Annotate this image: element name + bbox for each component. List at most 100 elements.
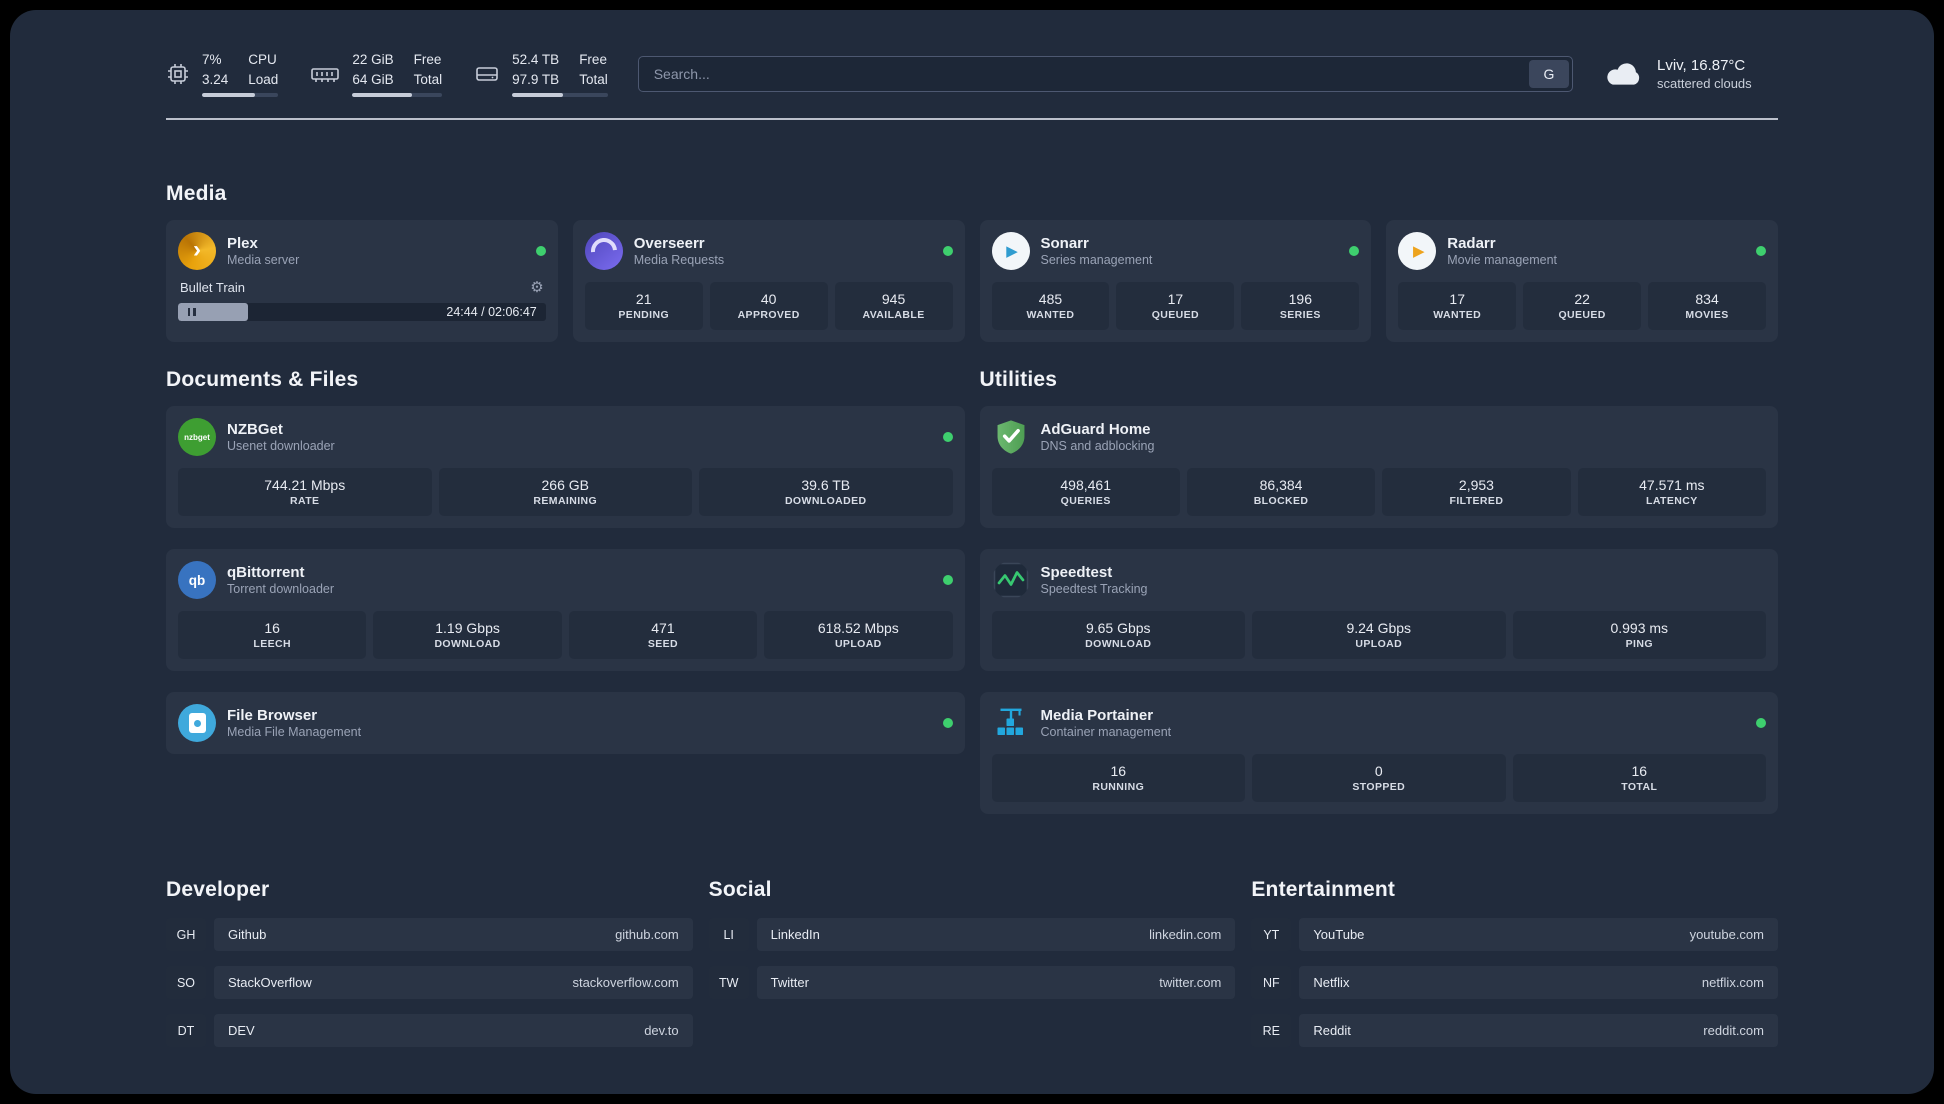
cpu-widget: 7% CPU 3.24 Load <box>166 51 279 97</box>
app-subtitle: Media Requests <box>633 253 725 267</box>
bookmark-name: DEV <box>228 1023 255 1038</box>
bookmark-abbr: TW <box>708 966 749 999</box>
stat-box: 498,461 QUERIES <box>991 468 1180 516</box>
bookmark-name: LinkedIn <box>770 927 820 942</box>
memory-widget: 22 GiB Free 64 GiB Total <box>310 51 443 97</box>
app-card-sonarr[interactable]: ▶ Sonarr Series management 485 WANTED 17 Q… <box>979 220 1372 342</box>
memory-free-value: 22 GiB <box>352 52 394 68</box>
bookmark-abbr: LI <box>708 918 749 951</box>
overseerr-icon <box>584 232 623 270</box>
search-input[interactable] <box>641 66 1529 82</box>
cloud-icon <box>1607 63 1640 85</box>
playback-progress-bar[interactable]: 24:44 / 02:06:47 <box>178 303 546 321</box>
app-card-radarr[interactable]: ▶ Radarr Movie management 17 WANTED 22 QUE… <box>1386 220 1778 342</box>
app-card-plex[interactable]: › Plex Media server Bullet Train ⚙ <box>166 220 558 342</box>
cpu-percent: 7% <box>202 52 222 68</box>
memory-total-label: Total <box>413 71 443 87</box>
app-name: AdGuard Home <box>1040 421 1151 438</box>
disk-icon <box>476 67 498 81</box>
app-subtitle: Torrent downloader <box>227 582 335 596</box>
bookmark-url: netflix.com <box>1701 975 1764 990</box>
app-card-portainer[interactable]: Media Portainer Container management 16 R… <box>979 692 1778 814</box>
stat-box: 2,953 FILTERED <box>1382 468 1571 516</box>
status-dot <box>942 575 953 585</box>
bookmark-url: twitter.com <box>1159 975 1222 990</box>
stat-box: 834 MOVIES <box>1648 282 1767 330</box>
bookmark-netflix[interactable]: NF Netflix netflix.com <box>1251 966 1778 999</box>
cpu-label: CPU <box>248 52 277 68</box>
plex-now-playing: Bullet Train ⚙ 24:44 / 02:06:47 <box>178 276 546 321</box>
sonarr-icon: ▶ <box>991 232 1030 270</box>
documents-heading: Documents & Files <box>166 368 359 391</box>
playback-time: 24:44 / 02:06:47 <box>446 305 537 319</box>
social-heading: Social <box>708 878 772 901</box>
status-dot <box>1349 246 1360 256</box>
bookmark-name: Reddit <box>1313 1023 1351 1038</box>
stat-box: 16 RUNNING <box>991 754 1245 802</box>
bookmark-url: linkedin.com <box>1149 927 1222 942</box>
ram-icon <box>311 68 340 82</box>
bookmark-linkedin[interactable]: LI LinkedIn linkedin.com <box>708 918 1236 951</box>
search-engine-button[interactable]: G <box>1529 60 1569 88</box>
bookmark-name: Netflix <box>1313 975 1350 990</box>
app-name: Sonarr <box>1040 235 1089 252</box>
app-name: NZBGet <box>227 421 283 438</box>
app-subtitle: Movie management <box>1447 253 1558 267</box>
bookmark-abbr: SO <box>166 966 206 999</box>
bookmark-abbr: NF <box>1251 966 1292 999</box>
status-dot <box>942 718 953 728</box>
stat-box: 618.52 Mbps UPLOAD <box>764 611 953 659</box>
bookmark-youtube[interactable]: YT YouTube youtube.com <box>1251 918 1778 951</box>
app-name: qBittorrent <box>227 564 305 581</box>
stat-box: 485 WANTED <box>991 282 1110 330</box>
app-name: Plex <box>227 235 258 252</box>
stat-box: 40 APPROVED <box>709 282 828 330</box>
stat-box: 196 SERIES <box>1241 282 1360 330</box>
cpu-icon <box>168 64 188 84</box>
bookmark-stackoverflow[interactable]: SO StackOverflow stackoverflow.com <box>166 966 693 999</box>
app-card-qbittorrent[interactable]: qb qBittorrent Torrent downloader 16 LEEC… <box>166 549 965 671</box>
app-card-speedtest[interactable]: Speedtest Speedtest Tracking 9.65 Gbps DO… <box>979 549 1778 671</box>
bookmark-github[interactable]: GH Github github.com <box>166 918 693 951</box>
bookmark-abbr: GH <box>166 918 206 951</box>
memory-free-label: Free <box>413 52 442 68</box>
stat-box: 17 QUEUED <box>1116 282 1235 330</box>
status-dot <box>1756 718 1766 728</box>
app-card-filebrowser[interactable]: File Browser Media File Management <box>166 692 965 754</box>
stat-box: 16 TOTAL <box>1512 754 1766 802</box>
section-media: Media › Plex Media server Bullet Train ⚙ <box>166 182 1778 342</box>
developer-heading: Developer <box>166 878 270 901</box>
stat-box: 17 WANTED <box>1398 282 1517 330</box>
cpu-load-value: 3.24 <box>202 71 229 87</box>
stat-box: 16 LEECH <box>178 611 367 659</box>
bookmark-abbr: DT <box>166 1014 206 1047</box>
adguard-shield-icon <box>992 418 1030 456</box>
now-playing-title: Bullet Train <box>180 279 246 295</box>
app-name: File Browser <box>227 707 318 724</box>
app-card-nzbget[interactable]: nzbget NZBGet Usenet downloader 744.21 M… <box>166 406 965 528</box>
status-dot <box>535 246 546 256</box>
pause-icon[interactable] <box>178 303 205 321</box>
stat-box: 9.24 Gbps UPLOAD <box>1252 611 1506 659</box>
app-name: Speedtest <box>1040 564 1113 581</box>
stat-box: 945 AVAILABLE <box>834 282 953 330</box>
cpu-load-label: Load <box>248 71 279 87</box>
stat-box: 266 GB REMAINING <box>438 468 692 516</box>
app-subtitle: DNS and adblocking <box>1040 439 1155 453</box>
bookmark-twitter[interactable]: TW Twitter twitter.com <box>708 966 1236 999</box>
app-subtitle: Usenet downloader <box>227 439 335 453</box>
section-entertainment: Entertainment YT YouTube youtube.com NF N… <box>1251 878 1778 1047</box>
qbittorrent-icon: qb <box>178 561 216 599</box>
app-card-adguard[interactable]: AdGuard Home DNS and adblocking 498,461 Q… <box>979 406 1778 528</box>
weather-widget[interactable]: Lviv, 16.87°C scattered clouds <box>1603 57 1778 91</box>
media-heading: Media <box>166 182 227 205</box>
app-card-overseerr[interactable]: Overseerr Media Requests 21 PENDING 40 APP… <box>572 220 965 342</box>
section-utilities: Utilities AdGuard Home D <box>979 368 1778 814</box>
bookmark-dev[interactable]: DT DEV dev.to <box>166 1014 693 1047</box>
bookmark-reddit[interactable]: RE Reddit reddit.com <box>1251 1014 1778 1047</box>
stat-box: 744.21 Mbps RATE <box>178 468 432 516</box>
bookmark-url: reddit.com <box>1703 1023 1764 1038</box>
search-bar[interactable]: G <box>637 56 1573 92</box>
gear-icon[interactable]: ⚙ <box>530 279 544 296</box>
stat-box: 86,384 BLOCKED <box>1186 468 1376 516</box>
